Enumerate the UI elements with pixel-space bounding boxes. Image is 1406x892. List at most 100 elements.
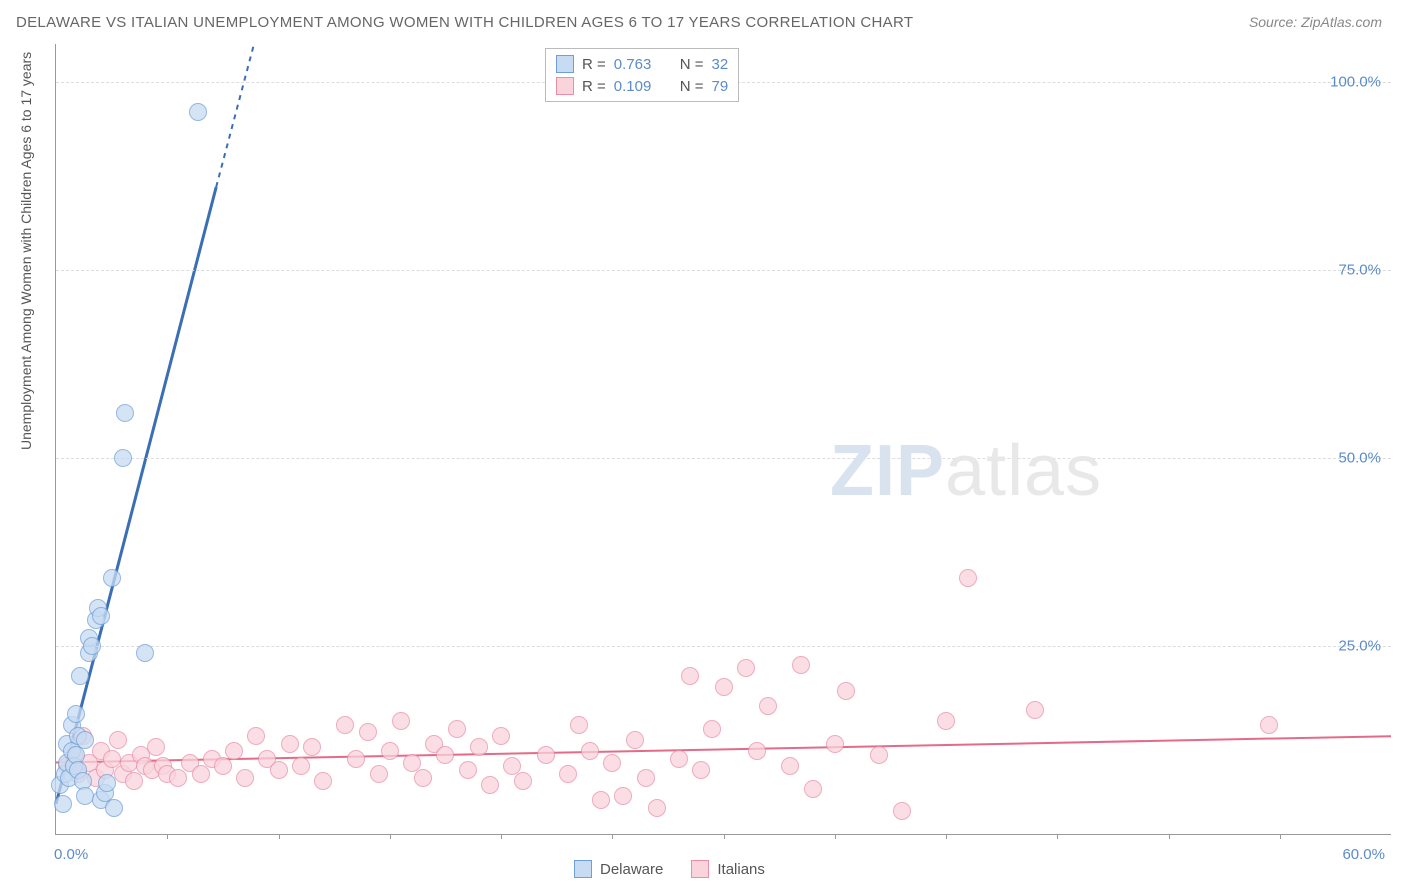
chart-container: DELAWARE VS ITALIAN UNEMPLOYMENT AMONG W… xyxy=(0,0,1406,892)
y-tick-label: 25.0% xyxy=(1338,637,1381,654)
data-point xyxy=(436,746,454,764)
legend-item: Delaware xyxy=(574,860,663,878)
data-point xyxy=(737,659,755,677)
data-point xyxy=(670,750,688,768)
n-value: 32 xyxy=(712,56,729,73)
data-point xyxy=(247,727,265,745)
data-point xyxy=(189,103,207,121)
data-point xyxy=(125,772,143,790)
data-point xyxy=(570,716,588,734)
data-point xyxy=(448,720,466,738)
n-value: 79 xyxy=(712,78,729,95)
x-tick-label: 60.0% xyxy=(1342,846,1385,863)
x-tick-mark xyxy=(724,834,725,839)
data-point xyxy=(692,761,710,779)
data-point xyxy=(826,735,844,753)
data-point xyxy=(603,754,621,772)
data-point xyxy=(83,637,101,655)
gridline-h xyxy=(56,458,1391,459)
data-point xyxy=(71,667,89,685)
data-point xyxy=(537,746,555,764)
series-legend: Delaware Italians xyxy=(574,860,765,878)
data-point xyxy=(336,716,354,734)
r-label: R = xyxy=(582,56,606,73)
data-point xyxy=(715,678,733,696)
data-point xyxy=(105,799,123,817)
data-point xyxy=(626,731,644,749)
data-point xyxy=(481,776,499,794)
data-point xyxy=(681,667,699,685)
gridline-h xyxy=(56,270,1391,271)
source-label: Source: ZipAtlas.com xyxy=(1249,14,1382,30)
data-point xyxy=(169,769,187,787)
data-point xyxy=(392,712,410,730)
legend-row: R = 0.763 N = 32 xyxy=(556,53,728,75)
data-point xyxy=(1260,716,1278,734)
y-tick-label: 75.0% xyxy=(1338,261,1381,278)
x-tick-mark xyxy=(946,834,947,839)
data-point xyxy=(703,720,721,738)
x-tick-mark xyxy=(501,834,502,839)
data-point xyxy=(381,742,399,760)
data-point xyxy=(292,757,310,775)
data-point xyxy=(92,607,110,625)
n-label: N = xyxy=(680,78,704,95)
data-point xyxy=(103,569,121,587)
data-point xyxy=(459,761,477,779)
data-point xyxy=(270,761,288,779)
data-point xyxy=(225,742,243,760)
data-point xyxy=(98,774,116,792)
legend-item: Italians xyxy=(691,860,765,878)
y-tick-label: 50.0% xyxy=(1338,449,1381,466)
data-point xyxy=(837,682,855,700)
trendline-blue-dashed xyxy=(216,44,254,187)
x-tick-mark xyxy=(612,834,613,839)
x-tick-mark xyxy=(1280,834,1281,839)
data-point xyxy=(893,802,911,820)
data-point xyxy=(1026,701,1044,719)
correlation-legend: R =0.763N =32R =0.109N =79 xyxy=(545,48,739,102)
data-point xyxy=(792,656,810,674)
data-point xyxy=(54,795,72,813)
data-point xyxy=(136,644,154,662)
data-point xyxy=(759,697,777,715)
plot-area: 25.0%50.0%75.0%100.0%0.0%60.0% xyxy=(55,44,1391,835)
data-point xyxy=(870,746,888,764)
n-label: N = xyxy=(680,56,704,73)
legend-row: R =0.109N =79 xyxy=(556,75,728,97)
data-point xyxy=(648,799,666,817)
chart-title: DELAWARE VS ITALIAN UNEMPLOYMENT AMONG W… xyxy=(16,14,913,31)
legend-label: Italians xyxy=(717,861,765,878)
data-point xyxy=(347,750,365,768)
data-point xyxy=(109,731,127,749)
gridline-h xyxy=(56,646,1391,647)
legend-swatch xyxy=(574,860,592,878)
data-point xyxy=(470,738,488,756)
data-point xyxy=(581,742,599,760)
data-point xyxy=(559,765,577,783)
data-point xyxy=(67,705,85,723)
r-value: 0.763 xyxy=(614,56,662,73)
legend-swatch xyxy=(556,77,574,95)
data-point xyxy=(114,449,132,467)
data-point xyxy=(370,765,388,783)
data-point xyxy=(314,772,332,790)
trend-lines-layer xyxy=(56,44,1391,834)
data-point xyxy=(147,738,165,756)
legend-swatch xyxy=(691,860,709,878)
x-tick-mark xyxy=(279,834,280,839)
y-axis-label: Unemployment Among Women with Children A… xyxy=(18,52,34,450)
data-point xyxy=(214,757,232,775)
r-label: R = xyxy=(582,78,606,95)
data-point xyxy=(192,765,210,783)
data-point xyxy=(781,757,799,775)
data-point xyxy=(492,727,510,745)
x-tick-mark xyxy=(167,834,168,839)
data-point xyxy=(937,712,955,730)
data-point xyxy=(748,742,766,760)
data-point xyxy=(637,769,655,787)
x-tick-mark xyxy=(390,834,391,839)
data-point xyxy=(359,723,377,741)
data-point xyxy=(614,787,632,805)
data-point xyxy=(281,735,299,753)
